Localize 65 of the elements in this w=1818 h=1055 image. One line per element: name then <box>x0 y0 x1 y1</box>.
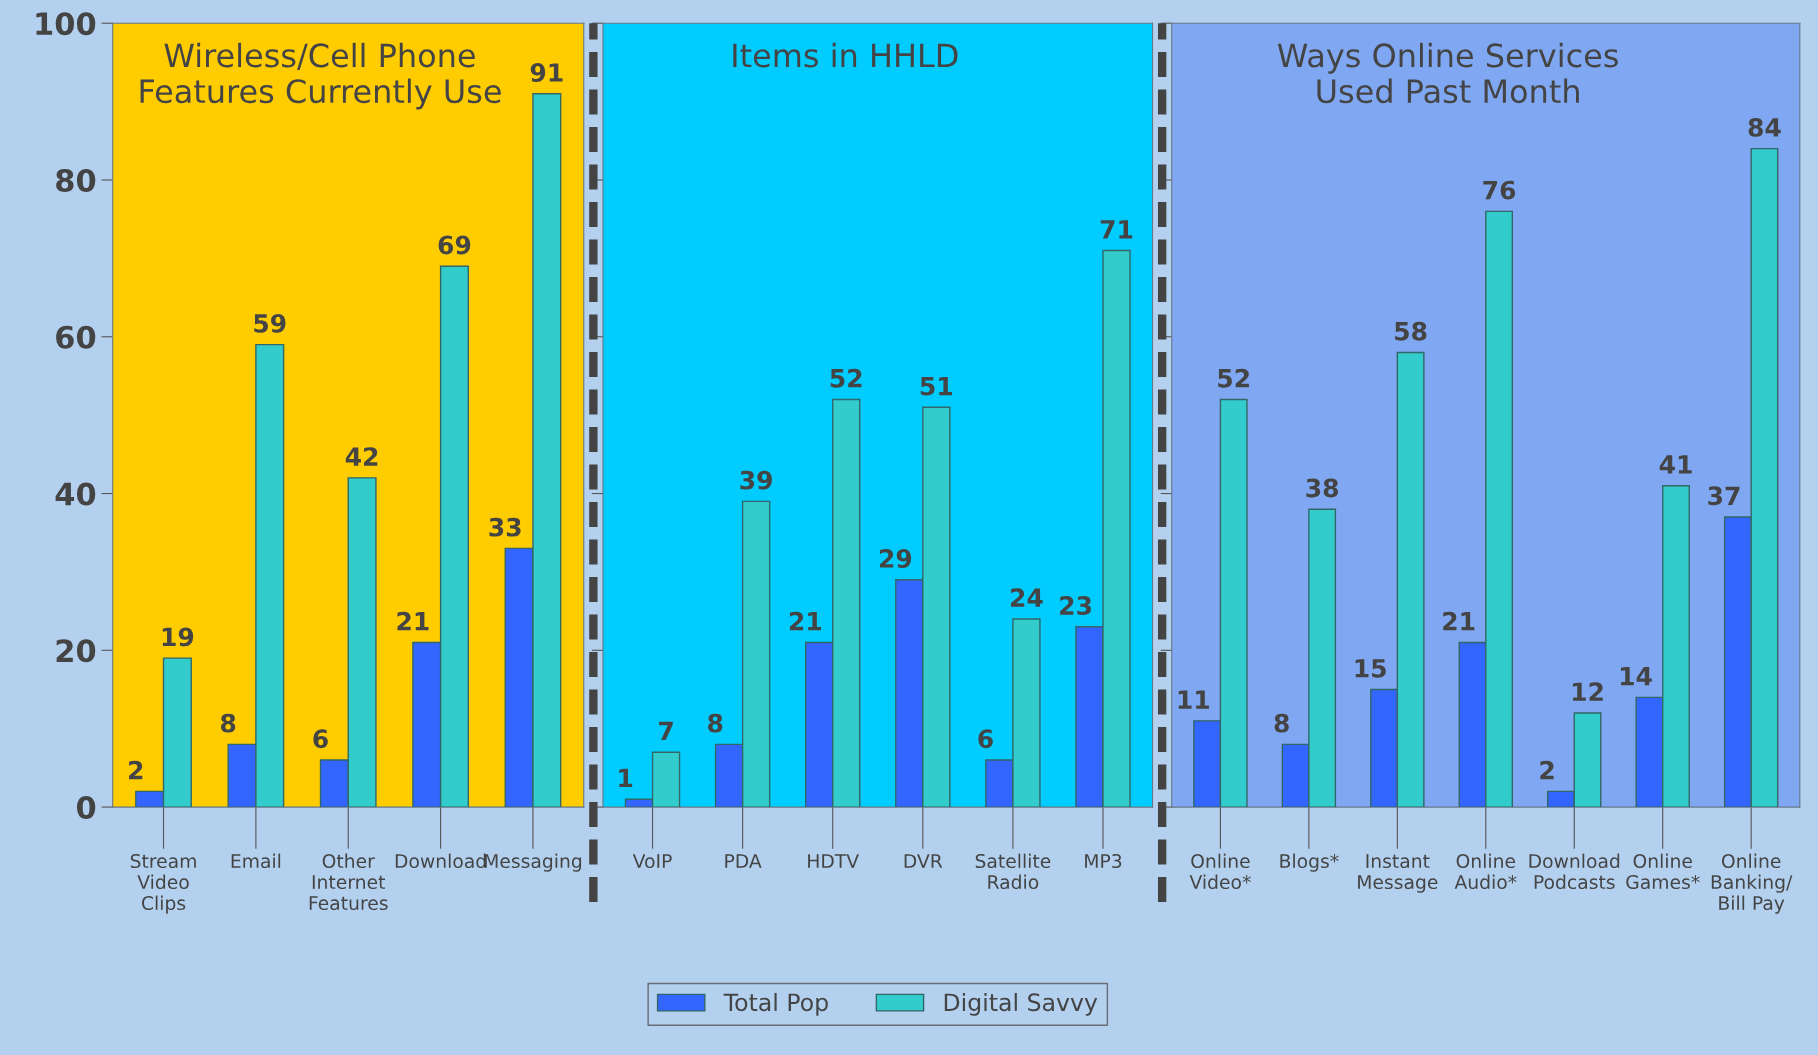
data-label: 69 <box>438 235 471 255</box>
text: Ways Online Services Used Past Month <box>1277 42 1618 104</box>
data-label: 42 <box>345 447 378 466</box>
data-label: 21 <box>1443 611 1475 631</box>
data-label: 15 <box>1355 659 1386 678</box>
x-tick-label: Online Games* <box>1626 853 1700 890</box>
y-tick-label: 0 <box>76 796 96 820</box>
x-tick-label: MP3 <box>1085 853 1122 869</box>
data-label: 76 <box>1483 180 1516 200</box>
x-tick-label: Blogs* <box>1280 853 1339 872</box>
data-label: 6 <box>978 729 993 749</box>
x-tick-label: Satellite Radio <box>975 853 1051 890</box>
data-label: 37 <box>1708 486 1740 506</box>
text: Items in HHLD <box>733 42 958 68</box>
x-tick-label: DVR <box>904 854 943 868</box>
data-label: 24 <box>1010 588 1043 607</box>
y-tick-label: 20 <box>56 639 96 663</box>
x-tick-label: Online Video* <box>1189 853 1251 890</box>
data-label: 2 <box>1540 760 1554 780</box>
data-label: 14 <box>1620 666 1652 686</box>
data-label: 2 <box>129 760 143 780</box>
data-label: 84 <box>1748 117 1781 137</box>
data-label: 58 <box>1395 321 1427 341</box>
x-tick-label: Online Audio* <box>1454 853 1517 890</box>
legend-label: Total Pop <box>723 992 828 1016</box>
data-label: 12 <box>1572 682 1603 701</box>
legend-label: Digital Savvy <box>944 992 1098 1016</box>
data-label: 71 <box>1100 220 1133 239</box>
x-tick-label: Instant Message <box>1358 854 1438 893</box>
x-tick-label: Other Internet Features <box>309 853 388 911</box>
data-label: 33 <box>489 517 521 537</box>
y-tick-label: 40 <box>55 482 96 506</box>
data-label: 19 <box>162 627 194 647</box>
data-label: 6 <box>313 729 328 749</box>
y-tick-label: 60 <box>56 325 96 349</box>
data-label: 41 <box>1659 455 1692 474</box>
x-tick-label: Download <box>395 853 486 869</box>
x-tick-label: Messaging <box>484 853 582 872</box>
data-label: 8 <box>1274 713 1289 733</box>
data-label: 38 <box>1306 478 1338 498</box>
data-label: 59 <box>254 313 286 333</box>
data-label: 1 <box>619 768 633 788</box>
x-tick-label: Stream Video Clips <box>130 853 196 914</box>
data-label: 7 <box>659 721 673 741</box>
x-tick-label: HDTV <box>808 854 859 868</box>
data-label: 91 <box>530 63 563 82</box>
x-tick-label: VoIP <box>632 854 672 869</box>
x-tick-label: Online Banking/ Bill Pay <box>1711 853 1793 914</box>
data-label: 21 <box>397 611 429 631</box>
data-label: 39 <box>740 470 772 490</box>
data-label: 29 <box>879 549 912 568</box>
data-label: 52 <box>830 368 862 388</box>
data-label: 11 <box>1178 690 1209 709</box>
data-label: 21 <box>789 611 821 631</box>
y-tick-label: 100 <box>36 12 96 36</box>
data-label: 8 <box>708 713 723 733</box>
data-label: 23 <box>1060 596 1091 615</box>
data-label: 8 <box>220 713 236 733</box>
x-tick-label: Email <box>231 853 281 869</box>
text: Wireless/Cell Phone Features Currently Use <box>140 42 501 110</box>
x-tick-label: PDA <box>725 854 762 868</box>
x-tick-label: Download Podcasts <box>1529 853 1620 890</box>
y-tick-label: 80 <box>56 168 96 193</box>
data-label: 51 <box>920 376 952 396</box>
data-label: 52 <box>1218 368 1249 388</box>
